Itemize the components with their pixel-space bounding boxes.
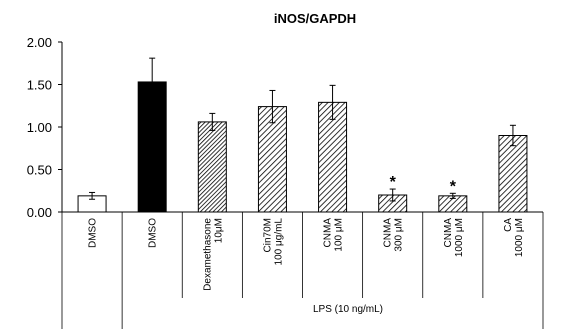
- category-label-line: 100 μM: [334, 218, 345, 252]
- category-label: CNMA 300 μM: [383, 218, 405, 252]
- category-label-line: DMSO: [88, 218, 99, 248]
- y-tick-label: 1.00: [27, 120, 52, 135]
- category-label-line: CNMA: [323, 218, 334, 248]
- bar: [498, 135, 528, 213]
- category-label-line: 1000 μM: [514, 218, 525, 257]
- group-label: LPS (10 ng/mL): [313, 304, 383, 315]
- category-label: DMSO: [88, 218, 99, 248]
- category-label: Dexamethasone 10μM: [202, 218, 224, 291]
- category-label-line: CA: [503, 218, 514, 232]
- bar: [197, 121, 227, 213]
- y-tick-label: 1.50: [27, 78, 52, 93]
- category-label-line: CNMA: [383, 218, 394, 248]
- significance-marker: *: [450, 178, 457, 195]
- chart-title: iNOS/GAPDH: [274, 11, 356, 26]
- bar: [257, 106, 287, 213]
- significance-marker: *: [390, 174, 397, 191]
- category-label-line: 1000 μM: [454, 218, 465, 257]
- category-label-line: Cin70M: [262, 218, 273, 252]
- category-label-line: Dexamethasone: [202, 218, 213, 291]
- category-label-line: 10μM: [213, 218, 224, 243]
- category-label-line: 100 μg/mL: [273, 218, 284, 266]
- bar: [318, 101, 348, 213]
- category-labels: DMSO DMSO Dexamethasone 10μM Cin70M 100 μg/mL…: [88, 218, 525, 291]
- category-label: CA 1000 μM: [503, 218, 525, 257]
- category-label: CNMA 100 μM: [323, 218, 345, 252]
- category-label: Cin70M 100 μg/mL: [262, 218, 284, 266]
- category-label: DMSO: [148, 218, 159, 248]
- y-tick-label: 0.50: [27, 163, 52, 178]
- category-label-line: 300 μM: [394, 218, 405, 252]
- category-label-line: DMSO: [148, 218, 159, 248]
- y-tick-label: 2.00: [27, 35, 52, 50]
- chart-bars: * *: [77, 57, 528, 213]
- category-label: CNMA 1000 μM: [443, 218, 465, 257]
- y-tick-label: 0.00: [27, 205, 52, 220]
- category-label-line: CNMA: [443, 218, 454, 248]
